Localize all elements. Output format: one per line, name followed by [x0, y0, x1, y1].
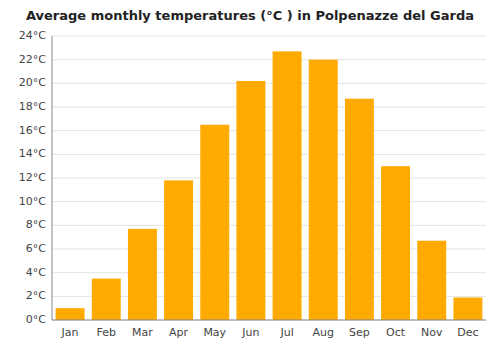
bar: [128, 229, 157, 320]
grid-line: [52, 201, 486, 202]
bar: [345, 99, 374, 320]
x-tick-label: Dec: [457, 326, 478, 339]
grid-line: [52, 59, 486, 60]
x-tick-label: Nov: [421, 326, 443, 339]
y-tick-label: 24°C: [19, 29, 46, 42]
bar: [309, 60, 338, 320]
chart-container: 0°C 2°C 4°C 6°C 8°C 10°C 12°C 14°C 16°C 18°C 20°C 2…: [0, 0, 500, 350]
y-axis: 0°C 2°C 4°C 6°C 8°C 10°C 12°C 14°C 16°C 18°C 20°C 2…: [19, 29, 46, 326]
grid-line: [52, 36, 486, 37]
bar: [417, 241, 446, 320]
bar: [164, 180, 193, 320]
x-tick-label: May: [203, 326, 226, 339]
x-tick-label: Jan: [61, 326, 79, 339]
bar: [92, 279, 121, 320]
y-tick-label: 0°C: [26, 313, 46, 326]
x-axis-line: [52, 320, 486, 321]
bars: [56, 51, 483, 320]
x-tick-label: Jul: [279, 326, 293, 339]
x-tick-label: Sep: [349, 326, 370, 339]
title: Average monthly temperatures (°C ) in Po…: [26, 8, 474, 23]
x-axis: Jan Feb Mar Apr May Jun Jul Aug Sep Oct Nov Dec: [61, 326, 479, 339]
bar: [381, 166, 410, 320]
page: {"chart_data": {"type": "bar", "title": …: [0, 0, 500, 350]
grid-line: [52, 225, 486, 226]
grid-line: [52, 130, 486, 131]
y-tick-label: 6°C: [26, 242, 46, 255]
bar: [56, 308, 85, 320]
grid-line: [52, 83, 486, 84]
grid: [52, 36, 486, 320]
y-tick-label: 16°C: [19, 124, 46, 137]
y-tick-label: 2°C: [26, 289, 46, 302]
bar: [273, 51, 302, 320]
grid-line: [52, 154, 486, 155]
y-tick-label: 20°C: [19, 76, 46, 89]
x-tick-label: Feb: [97, 326, 116, 339]
x-tick-label: Oct: [386, 326, 406, 339]
x-tick-label: Apr: [169, 326, 189, 339]
x-tick-label: Jun: [241, 326, 259, 339]
chart: 0°C 2°C 4°C 6°C 8°C 10°C 12°C 14°C 16°C 18°C 20°C 2…: [0, 0, 500, 350]
grid-line: [52, 320, 486, 321]
y-tick-label: 22°C: [19, 53, 46, 66]
y-tick-label: 4°C: [26, 266, 46, 279]
y-tick-label: 8°C: [26, 218, 46, 231]
y-tick-label: 12°C: [19, 171, 46, 184]
bar: [236, 81, 265, 320]
bar: [453, 298, 482, 320]
x-tick-label: Aug: [313, 326, 334, 339]
bar: [200, 125, 229, 320]
grid-line: [52, 178, 486, 179]
y-axis-line: [52, 36, 53, 320]
grid-line: [52, 107, 486, 108]
x-tick-label: Mar: [132, 326, 153, 339]
y-tick-label: 18°C: [19, 100, 46, 113]
y-tick-label: 14°C: [19, 147, 46, 160]
y-tick-label: 10°C: [19, 195, 46, 208]
